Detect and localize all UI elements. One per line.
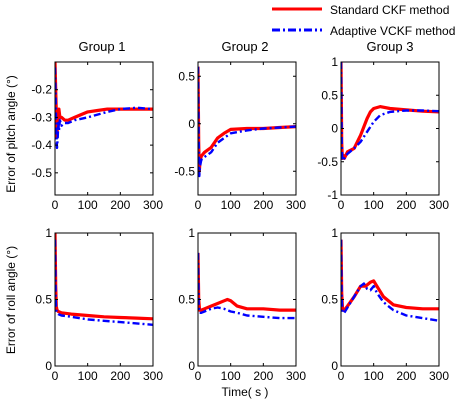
series-standard-ckf-line [341,239,439,312]
y-tick-label: 0.5 [178,293,195,307]
column-title-group-2: Group 2 [222,39,269,54]
x-tick-label: 0 [52,198,59,212]
legend-label-standard-ckf: Standard CKF method [330,3,449,17]
series-adaptive-vckf-line [198,252,296,320]
y-tick-label: 0.5 [321,88,338,102]
x-tick-label: 100 [221,369,241,383]
axes-frame [54,61,154,196]
y-tick-label: 0 [188,359,195,373]
axes-frame [340,232,440,367]
y-axis-label-roll: Error of roll angle (°) [4,246,18,354]
series-standard-ckf-line [198,66,296,173]
axes-frame [197,232,297,367]
y-tick-label: -0.4 [31,138,52,152]
series-adaptive-vckf-line [198,66,296,178]
y-tick-label: 0.5 [35,293,52,307]
x-tick-label: 0 [195,198,202,212]
x-tick-label: 200 [396,369,416,383]
x-tick-label: 200 [396,198,416,212]
x-tick-label: 100 [78,198,98,212]
x-tick-label: 100 [364,198,384,212]
x-axis-label: Time( s ) [222,385,269,399]
x-tick-label: 300 [143,369,163,383]
panel-3: 0 100 200 300 -1 -0.5 0 0.5 1 [317,55,449,212]
x-tick-label: 200 [253,369,273,383]
x-tick-label: 100 [364,369,384,383]
series-standard-ckf-line [198,252,296,312]
series-adaptive-vckf-line [55,67,153,150]
y-tick-label: 0.5 [178,69,195,83]
x-tick-label: 300 [429,369,449,383]
y-tick-label: 1 [45,226,52,240]
y-tick-label: -0.3 [31,110,52,124]
panel-6: 0 100 200 300 0 0.5 1 [321,226,449,383]
y-tick-label: 1 [331,55,338,69]
x-tick-label: 300 [429,198,449,212]
series-adaptive-vckf-line [341,62,439,160]
legend: Standard CKF method Adaptive VCKF method [272,3,455,38]
axes-frame [340,61,440,196]
panel-2: 0 100 200 300 -0.5 0 0.5 [174,61,306,212]
x-tick-label: 0 [338,198,345,212]
x-tick-label: 0 [52,369,59,383]
y-tick-label: 0 [331,122,338,136]
y-axis-label-pitch: Error of pitch angle (°) [4,75,18,193]
x-tick-label: 0 [195,369,202,383]
x-tick-label: 100 [78,369,98,383]
x-tick-label: 200 [110,198,130,212]
x-tick-label: 300 [143,198,163,212]
panel-1: 0 100 200 300 -0.5 -0.4 -0.3 -0.2 [31,61,163,212]
y-tick-label: -0.5 [174,164,195,178]
series-standard-ckf-line [55,233,153,321]
y-tick-label: 0.5 [321,293,338,307]
x-tick-label: 200 [110,369,130,383]
x-tick-label: 300 [286,369,306,383]
series-adaptive-vckf-line [341,239,439,322]
x-tick-label: 300 [286,198,306,212]
column-title-group-1: Group 1 [79,39,126,54]
axes-frame [54,232,154,367]
panel-4: 0 100 200 300 0 0.5 1 [35,226,163,383]
panel-5: 0 100 200 300 0 0.5 1 [178,226,306,383]
y-tick-label: -1 [327,188,338,202]
y-tick-label: -0.2 [31,83,52,97]
legend-label-adaptive-vckf: Adaptive VCKF method [330,24,455,38]
axes-frame [197,61,297,196]
y-tick-label: -0.5 [31,166,52,180]
x-tick-label: 100 [221,198,241,212]
x-tick-label: 200 [253,198,273,212]
column-title-group-3: Group 3 [367,39,414,54]
x-tick-label: 0 [338,369,345,383]
series-standard-ckf-line [341,62,439,160]
y-tick-label: 0 [188,117,195,131]
y-tick-label: 1 [331,226,338,240]
y-tick-label: -0.5 [317,155,338,169]
panels: 0 100 200 300-0.5-0.4-0.3-0.20 100 200 300-0.5… [31,55,449,383]
y-tick-label: 0 [45,359,52,373]
y-tick-label: 1 [188,226,195,240]
series-adaptive-vckf-line [55,239,153,326]
series-standard-ckf-line [55,62,153,139]
y-tick-label: 0 [331,359,338,373]
